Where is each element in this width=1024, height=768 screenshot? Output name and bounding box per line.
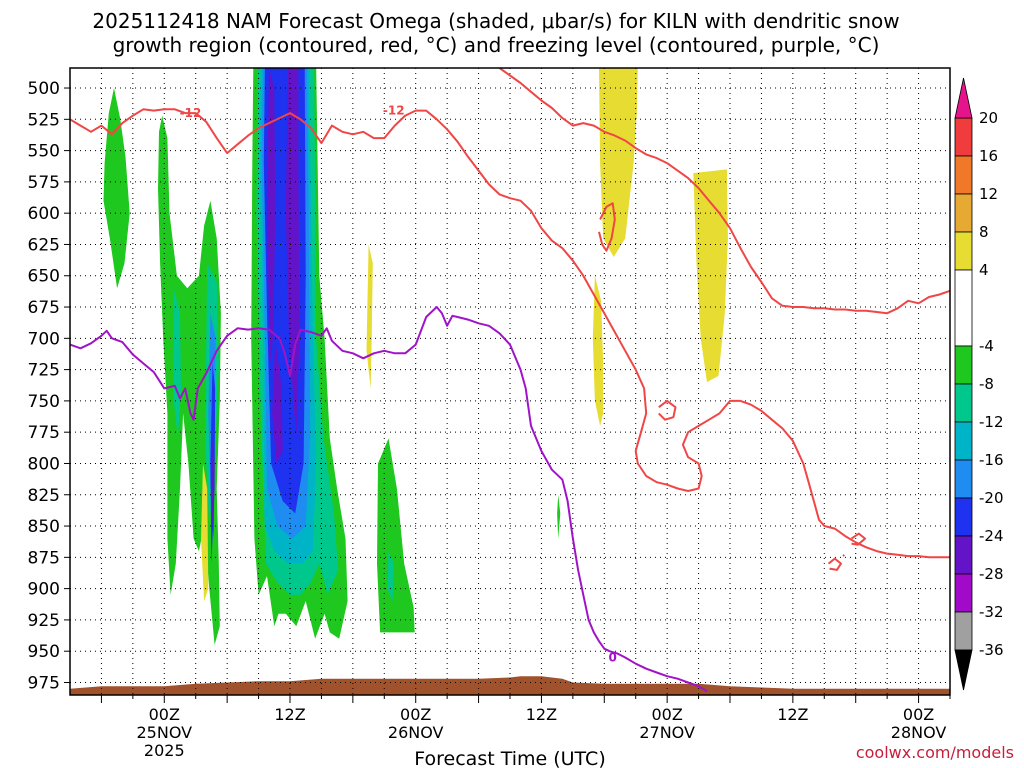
colorbar-label--28: -28 [979, 565, 1004, 583]
colorbar-label--8: -8 [979, 375, 994, 393]
colorbar-lower-arrow [954, 649, 973, 691]
y-tick-label-950: 950 [28, 642, 60, 662]
colorbar-bin-3 [954, 231, 973, 271]
colorbar-upper-arrow [954, 77, 973, 119]
colorbar-label--4: -4 [979, 337, 994, 355]
x-tick-label-42-0: 12Z [526, 705, 557, 724]
y-tick-label-575: 575 [28, 173, 60, 193]
x-tick-label-6-1: 25NOV [136, 723, 192, 742]
x-axis-label: Forecast Time (UTC) [414, 748, 605, 768]
colorbar-bin-2 [954, 193, 973, 233]
x-tick-label-54-1: 27NOV [639, 723, 695, 742]
chart-title-line-1: 2025112418 NAM Forecast Omega (shaded, μ… [92, 9, 899, 33]
colorbar-label-12: 12 [979, 185, 998, 203]
y-tick-label-800: 800 [28, 454, 60, 474]
y-tick-label-700: 700 [28, 329, 60, 349]
x-tick-label-6-2: 2025 [144, 741, 185, 760]
omega-region-17 [557, 494, 561, 539]
dendritic-contour-1 [498, 68, 950, 315]
omega-region-20 [592, 275, 604, 426]
omega-region-18 [599, 68, 638, 257]
colorbar-bin-8 [954, 459, 973, 499]
x-tick-label-78-1: 28NOV [891, 723, 947, 742]
omega-region-22 [366, 244, 373, 389]
colorbar-bin-0 [954, 117, 973, 157]
omega-region-21 [201, 463, 209, 602]
dendritic-contour-6 [842, 554, 845, 557]
y-axis: 500 525 550 575 600 625 650 675 700 725 750 775 800 8… [28, 79, 70, 693]
dendritic-contour-label-1: -12 [383, 104, 405, 118]
colorbar-label-20: 20 [979, 109, 998, 127]
colorbar-bin-5 [954, 345, 973, 385]
colorbar-label-16: 16 [979, 147, 998, 165]
colorbar-label--12: -12 [979, 413, 1004, 431]
x-tick-label-30-1: 26NOV [388, 723, 444, 742]
dendritic-contour-0 [70, 108, 950, 559]
colorbar-label--36: -36 [979, 641, 1004, 659]
dendritic-contour-label-0: -12 [180, 106, 202, 120]
y-tick-label-725: 725 [28, 361, 60, 381]
y-tick-label-525: 525 [28, 110, 60, 130]
x-tick-label-18-0: 12Z [274, 705, 305, 724]
y-tick-label-825: 825 [28, 486, 60, 506]
contour-labels: -12 -12 0 [180, 104, 617, 665]
omega-region-15 [377, 438, 415, 633]
y-tick-label-900: 900 [28, 580, 60, 600]
plot-area: -12 -12 0 [69, 67, 951, 696]
y-tick-label-875: 875 [28, 548, 60, 568]
dendritic-contour-4 [850, 532, 867, 546]
freezing-level-label: 0 [608, 650, 616, 664]
y-tick-label-775: 775 [28, 423, 60, 443]
y-tick-label-550: 550 [28, 142, 60, 162]
omega-region-6 [212, 438, 215, 539]
colorbar-bin-1 [954, 155, 973, 195]
colorbar-bin-10 [954, 535, 973, 575]
y-tick-label-675: 675 [28, 298, 60, 318]
dendritic-contour-5 [827, 557, 842, 571]
y-tick-label-925: 925 [28, 611, 60, 631]
gridlines [70, 68, 951, 695]
omega-region-12 [267, 68, 276, 364]
y-tick-label-650: 650 [28, 267, 60, 287]
colorbar-label--20: -20 [979, 489, 1004, 507]
chart-title-line-2: growth region (contoured, red, °C) and f… [113, 33, 880, 57]
colorbar-bin-11 [954, 573, 973, 613]
colorbar-label--16: -16 [979, 451, 1004, 469]
x-tick-label-78-0: 00Z [903, 705, 934, 724]
colorbar-bin-12 [954, 611, 973, 651]
colorbar-label-4: 4 [979, 261, 989, 279]
x-tick-label-6-0: 00Z [149, 705, 180, 724]
colorbar-label-8: 8 [979, 223, 989, 241]
dendritic-contour-2 [598, 202, 616, 252]
colorbar-bin-7 [954, 421, 973, 461]
credit-link[interactable]: coolwx.com/models [856, 743, 1014, 762]
colorbar-label--32: -32 [979, 603, 1004, 621]
x-tick-label-30-0: 00Z [400, 705, 431, 724]
terrain-layer [70, 676, 950, 695]
terrain [70, 676, 950, 695]
freezing-level-contour [70, 306, 708, 693]
dendritic-growth-contours [70, 68, 950, 571]
y-tick-label-850: 850 [28, 517, 60, 537]
x-tick-label-54-0: 00Z [651, 705, 682, 724]
y-tick-label-975: 975 [28, 673, 60, 693]
y-tick-label-750: 750 [28, 392, 60, 412]
y-tick-label-625: 625 [28, 235, 60, 255]
colorbar-bin-6 [954, 383, 973, 423]
dendritic-contour-3 [658, 399, 677, 421]
y-tick-label-500: 500 [28, 79, 60, 99]
omega-region-0 [103, 88, 130, 289]
colorbar: 20 16 12 8 4 -4 -8 -12 -16 -20 -24 -28 -32 -36 [954, 77, 1004, 691]
y-tick-label-600: 600 [28, 204, 60, 224]
colorbar-label--24: -24 [979, 527, 1004, 545]
x-tick-label-66-0: 12Z [777, 705, 808, 724]
freezing-level-line [70, 306, 708, 693]
colorbar-bin-4 [954, 269, 973, 347]
omega-shading [103, 68, 728, 645]
colorbar-bin-9 [954, 497, 973, 537]
omega-region-16 [387, 551, 394, 602]
